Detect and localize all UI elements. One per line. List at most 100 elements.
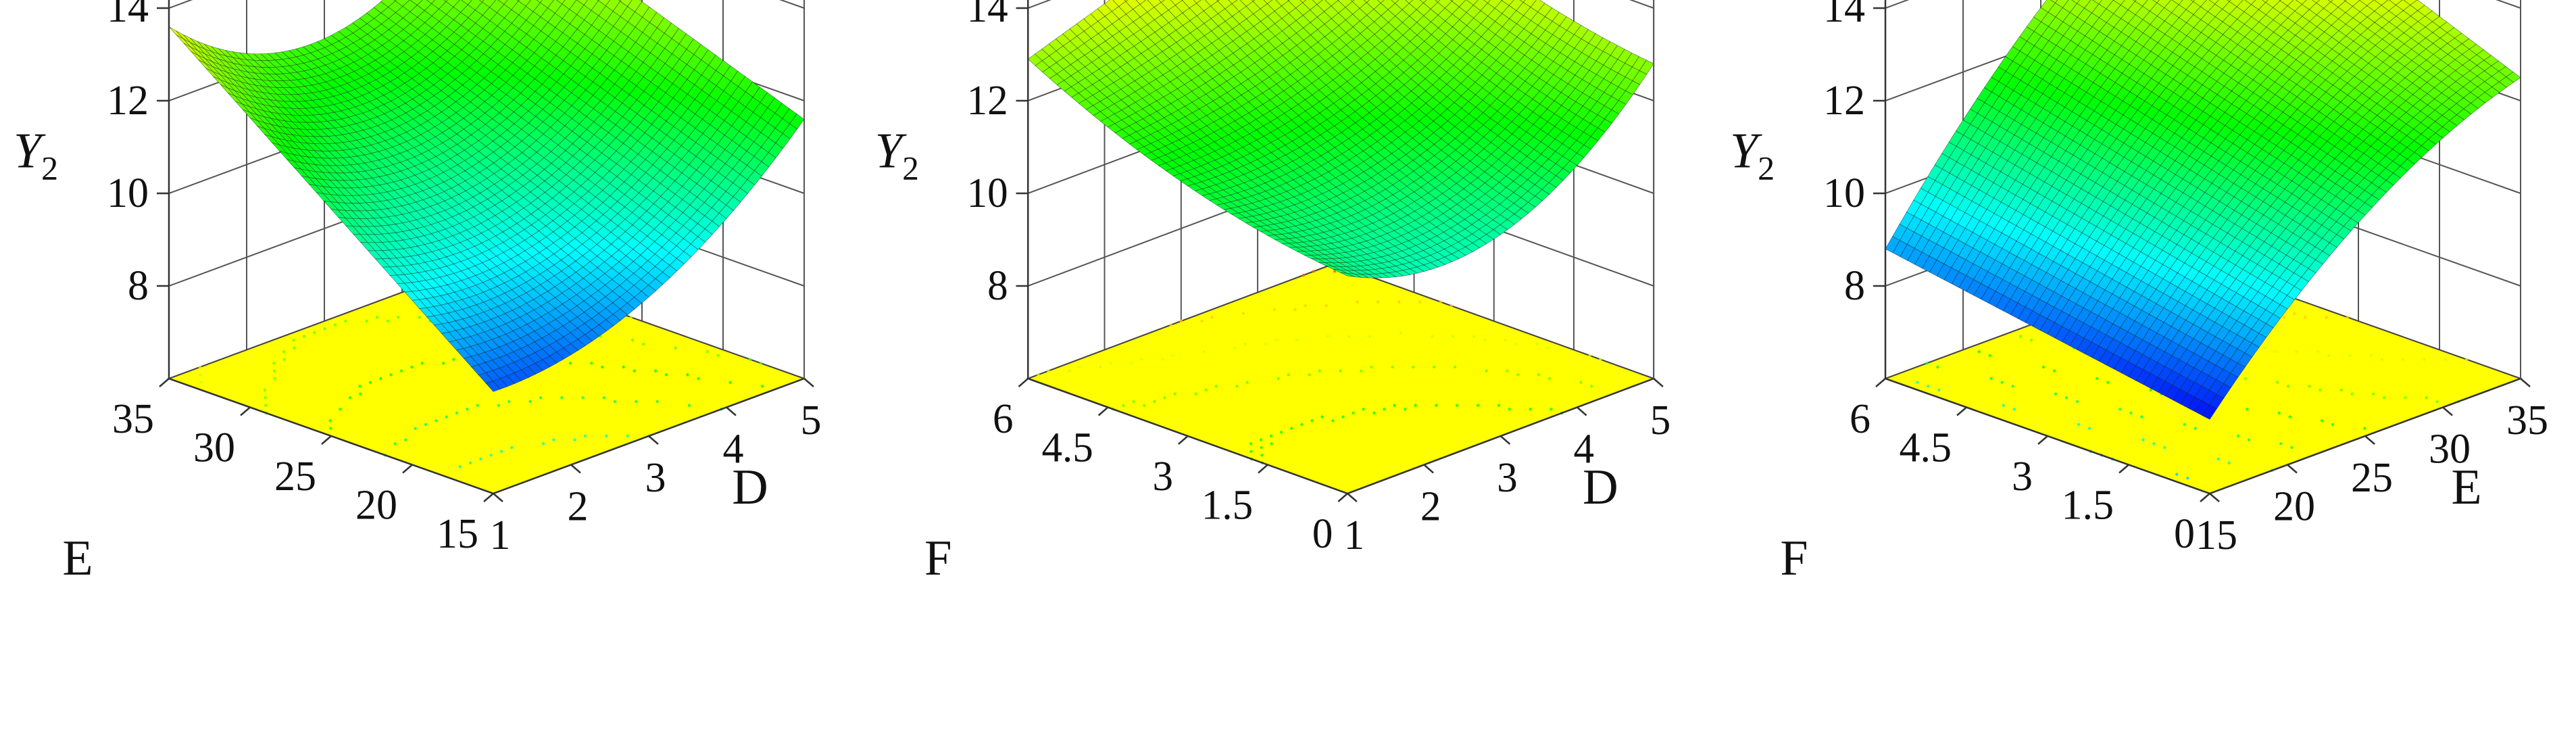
contour-point bbox=[1333, 270, 1337, 273]
y-axis-label: E bbox=[62, 531, 93, 586]
contour-point bbox=[1599, 358, 1602, 361]
contour-point bbox=[329, 427, 332, 430]
contour-point bbox=[1360, 369, 1363, 372]
contour-point bbox=[1143, 404, 1146, 407]
contour-point bbox=[418, 316, 421, 319]
contour-point bbox=[1497, 404, 1501, 407]
contour-point bbox=[458, 465, 462, 468]
contour-point bbox=[365, 319, 368, 323]
contour-point bbox=[420, 362, 424, 365]
contour-point bbox=[1260, 445, 1263, 450]
contour-point bbox=[697, 377, 700, 381]
contour-point bbox=[2041, 365, 2046, 369]
contour-point bbox=[581, 396, 585, 400]
contour-point bbox=[1431, 335, 1434, 338]
y-tick-label: 0 bbox=[1312, 511, 1333, 558]
surface-mesh bbox=[1027, 0, 1654, 279]
contour-point bbox=[379, 377, 382, 381]
y-tick-label: 15 bbox=[437, 511, 478, 557]
contour-point bbox=[2327, 354, 2331, 358]
contour-point bbox=[1339, 369, 1342, 372]
contour-point bbox=[348, 396, 352, 400]
surface-facet bbox=[1391, 0, 1400, 4]
contour-point bbox=[476, 404, 479, 407]
y-tick bbox=[1018, 378, 1029, 387]
contour-point bbox=[641, 342, 645, 346]
contour-point bbox=[2363, 427, 2367, 430]
contour-point bbox=[2401, 358, 2405, 361]
contour-point bbox=[1529, 408, 1532, 411]
z-tick-label: 14 bbox=[967, 0, 1008, 31]
surface-facet bbox=[485, 381, 501, 392]
y-tick bbox=[1337, 493, 1348, 502]
contour-point bbox=[1450, 304, 1453, 308]
contour-point bbox=[1590, 385, 1593, 388]
z-axis-label-subscript: 2 bbox=[41, 149, 58, 187]
contour-point bbox=[2371, 392, 2375, 395]
x-tick bbox=[1423, 464, 1434, 474]
y-axis: 0 1.5 3 4.5 6 F bbox=[924, 378, 1348, 585]
contour-point bbox=[1547, 377, 1552, 381]
contour-point bbox=[1270, 442, 1273, 445]
contour-point bbox=[1280, 431, 1283, 434]
contour-point bbox=[497, 404, 501, 407]
z-tick-label: 8 bbox=[128, 263, 149, 309]
contour-point bbox=[1308, 373, 1311, 377]
y-tick bbox=[402, 464, 413, 474]
contour-point bbox=[1393, 404, 1396, 407]
contour-point bbox=[1122, 404, 1125, 407]
contour-point bbox=[2175, 473, 2179, 476]
contour-point bbox=[323, 327, 326, 331]
surface-facet bbox=[1350, 0, 1355, 2]
surface-panel-2: 810121416Y212345D01.534.56F bbox=[875, 0, 1671, 585]
contour-point bbox=[583, 434, 587, 438]
contour-point bbox=[1372, 411, 1376, 415]
contour-point bbox=[386, 319, 390, 323]
contour-point bbox=[479, 457, 482, 461]
contour-point bbox=[1260, 454, 1264, 457]
x-tick-label: 5 bbox=[1650, 397, 1671, 444]
contour-point bbox=[2149, 388, 2152, 392]
contour-point bbox=[1988, 354, 1991, 358]
contour-point bbox=[2012, 408, 2016, 411]
contour-point bbox=[1383, 408, 1386, 411]
surface-panel-1: 810121416Y212345D1520253035E bbox=[14, 0, 822, 586]
surface-facet bbox=[1419, 0, 1427, 3]
contour-point bbox=[292, 339, 295, 342]
surface-facet bbox=[1519, 0, 1526, 3]
contour-point bbox=[1099, 365, 1102, 369]
contour-point bbox=[1404, 408, 1407, 411]
contour-point bbox=[1326, 335, 1330, 338]
contour-point bbox=[1927, 385, 1930, 388]
contour-point bbox=[1508, 408, 1511, 411]
y-tick-label: 6 bbox=[993, 396, 1014, 443]
x-tick-label: 2 bbox=[1420, 483, 1441, 530]
contour-point bbox=[1179, 319, 1183, 323]
contour-point bbox=[2316, 350, 2320, 354]
x-axis: 1 2 3 4 5D bbox=[1344, 378, 1671, 558]
contour-point bbox=[441, 362, 445, 365]
contour-point bbox=[2319, 388, 2322, 392]
contour-point bbox=[1269, 434, 1273, 438]
contour-point bbox=[2244, 377, 2247, 381]
contour-point bbox=[1588, 354, 1591, 358]
contour-point bbox=[2350, 392, 2354, 395]
contour-point bbox=[435, 419, 438, 423]
contour-point bbox=[2275, 381, 2279, 384]
contour-point bbox=[573, 438, 576, 441]
contour-point bbox=[1287, 373, 1290, 377]
x-tick-label: 4 bbox=[1573, 426, 1594, 473]
contour-point bbox=[1397, 300, 1401, 304]
contour-point bbox=[630, 339, 635, 342]
contour-point bbox=[1362, 408, 1365, 411]
contour-point bbox=[499, 450, 503, 453]
contour-point bbox=[2029, 339, 2033, 342]
y-tick bbox=[159, 378, 170, 387]
y-tick bbox=[1178, 435, 1189, 445]
x-tick-label: 2 bbox=[568, 484, 589, 530]
contour-point bbox=[2369, 354, 2373, 358]
y-tick-label: 4.5 bbox=[1041, 425, 1093, 471]
contour-point bbox=[1352, 411, 1355, 415]
contour-point bbox=[302, 335, 306, 338]
